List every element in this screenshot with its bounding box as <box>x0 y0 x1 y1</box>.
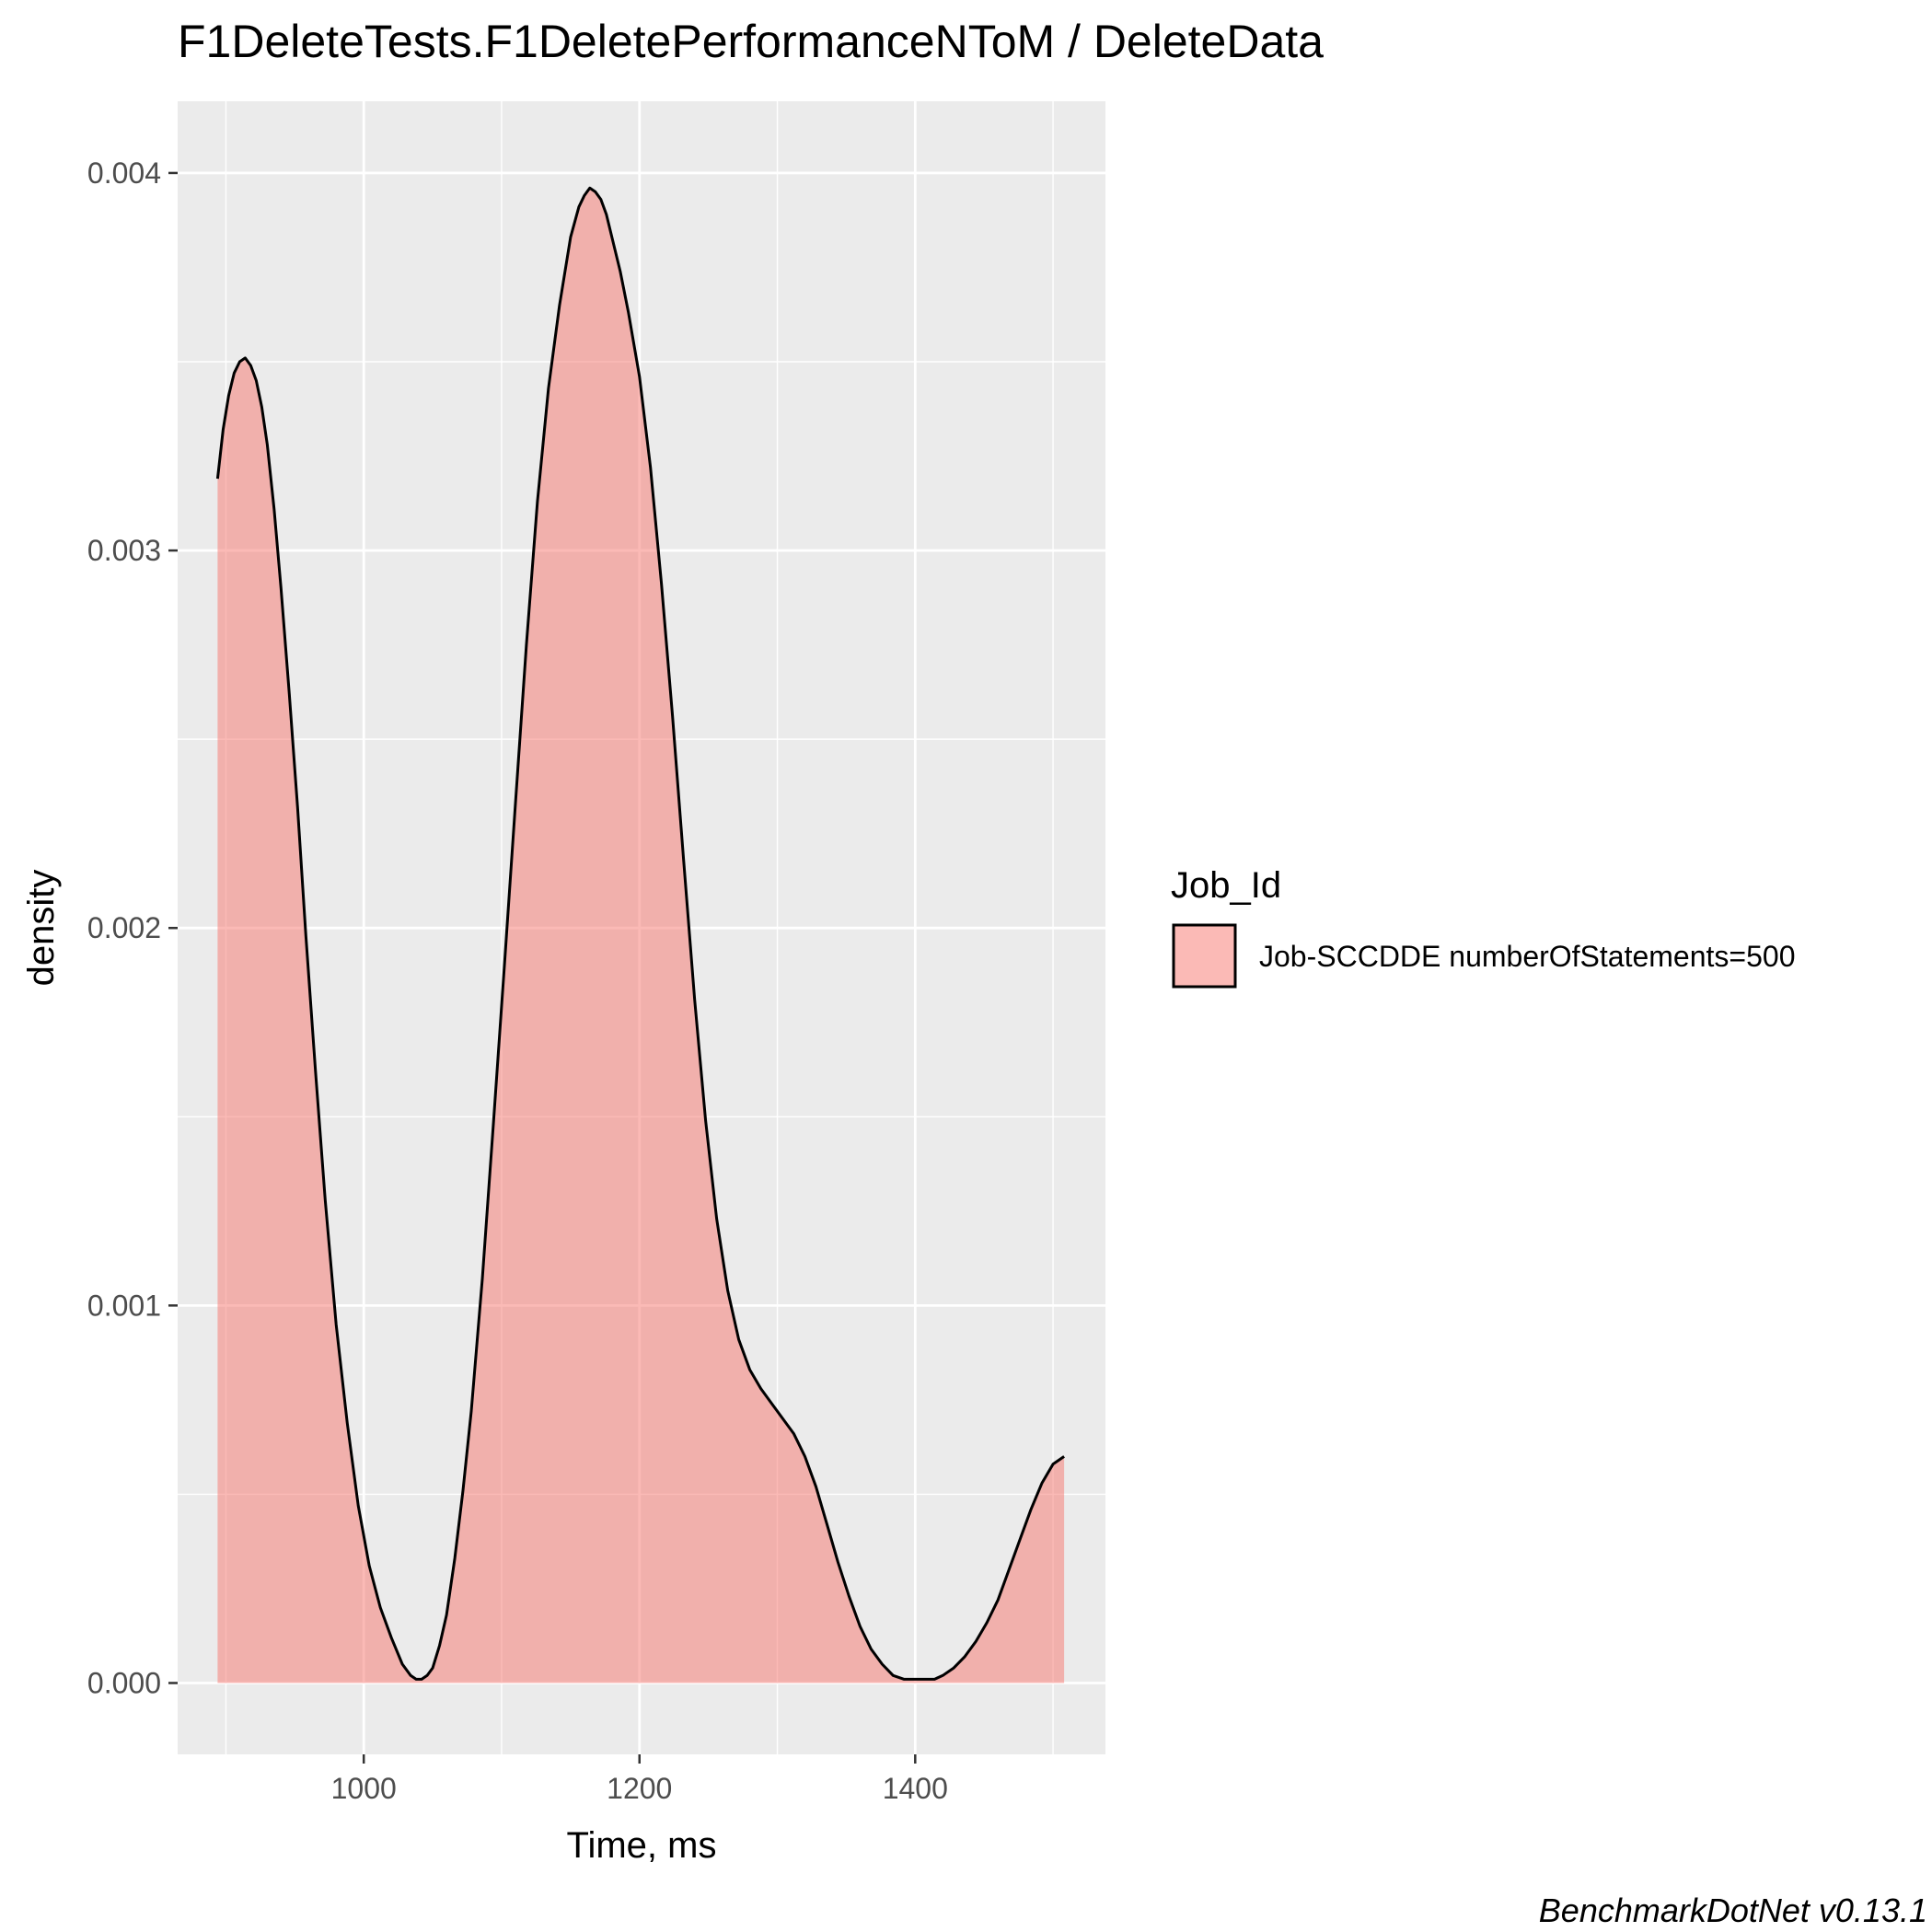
legend-entry-label: Job-SCCDDE numberOfStatements=500 <box>1259 940 1795 973</box>
y-tick-label: 0.001 <box>87 1289 161 1322</box>
y-axis-title: density <box>21 870 62 987</box>
legend: Job_Id Job-SCCDDE numberOfStatements=500 <box>1171 865 1795 989</box>
x-axis-title: Time, ms <box>567 1825 717 1866</box>
y-axis: 0.000 0.001 0.002 0.003 0.004 <box>87 156 178 1699</box>
density-area <box>217 188 1065 1683</box>
x-axis: 1000 1200 1400 <box>331 1754 948 1805</box>
y-tick-label: 0.004 <box>87 156 161 190</box>
x-tick-label: 1400 <box>883 1772 948 1805</box>
caption: BenchmarkDotNet v0.13.1 <box>1539 1892 1927 1929</box>
legend-key <box>1172 923 1237 989</box>
density-line <box>215 186 1065 1681</box>
y-tick-label: 0.003 <box>87 534 161 567</box>
legend-title: Job_Id <box>1171 865 1281 906</box>
chart-title: F1DeleteTests.F1DeletePerformanceNToM / … <box>178 16 1324 67</box>
y-tick-label: 0.000 <box>87 1666 161 1699</box>
x-tick-label: 1200 <box>607 1772 672 1805</box>
y-tick-label: 0.002 <box>87 911 161 944</box>
x-tick-label: 1000 <box>331 1772 397 1805</box>
